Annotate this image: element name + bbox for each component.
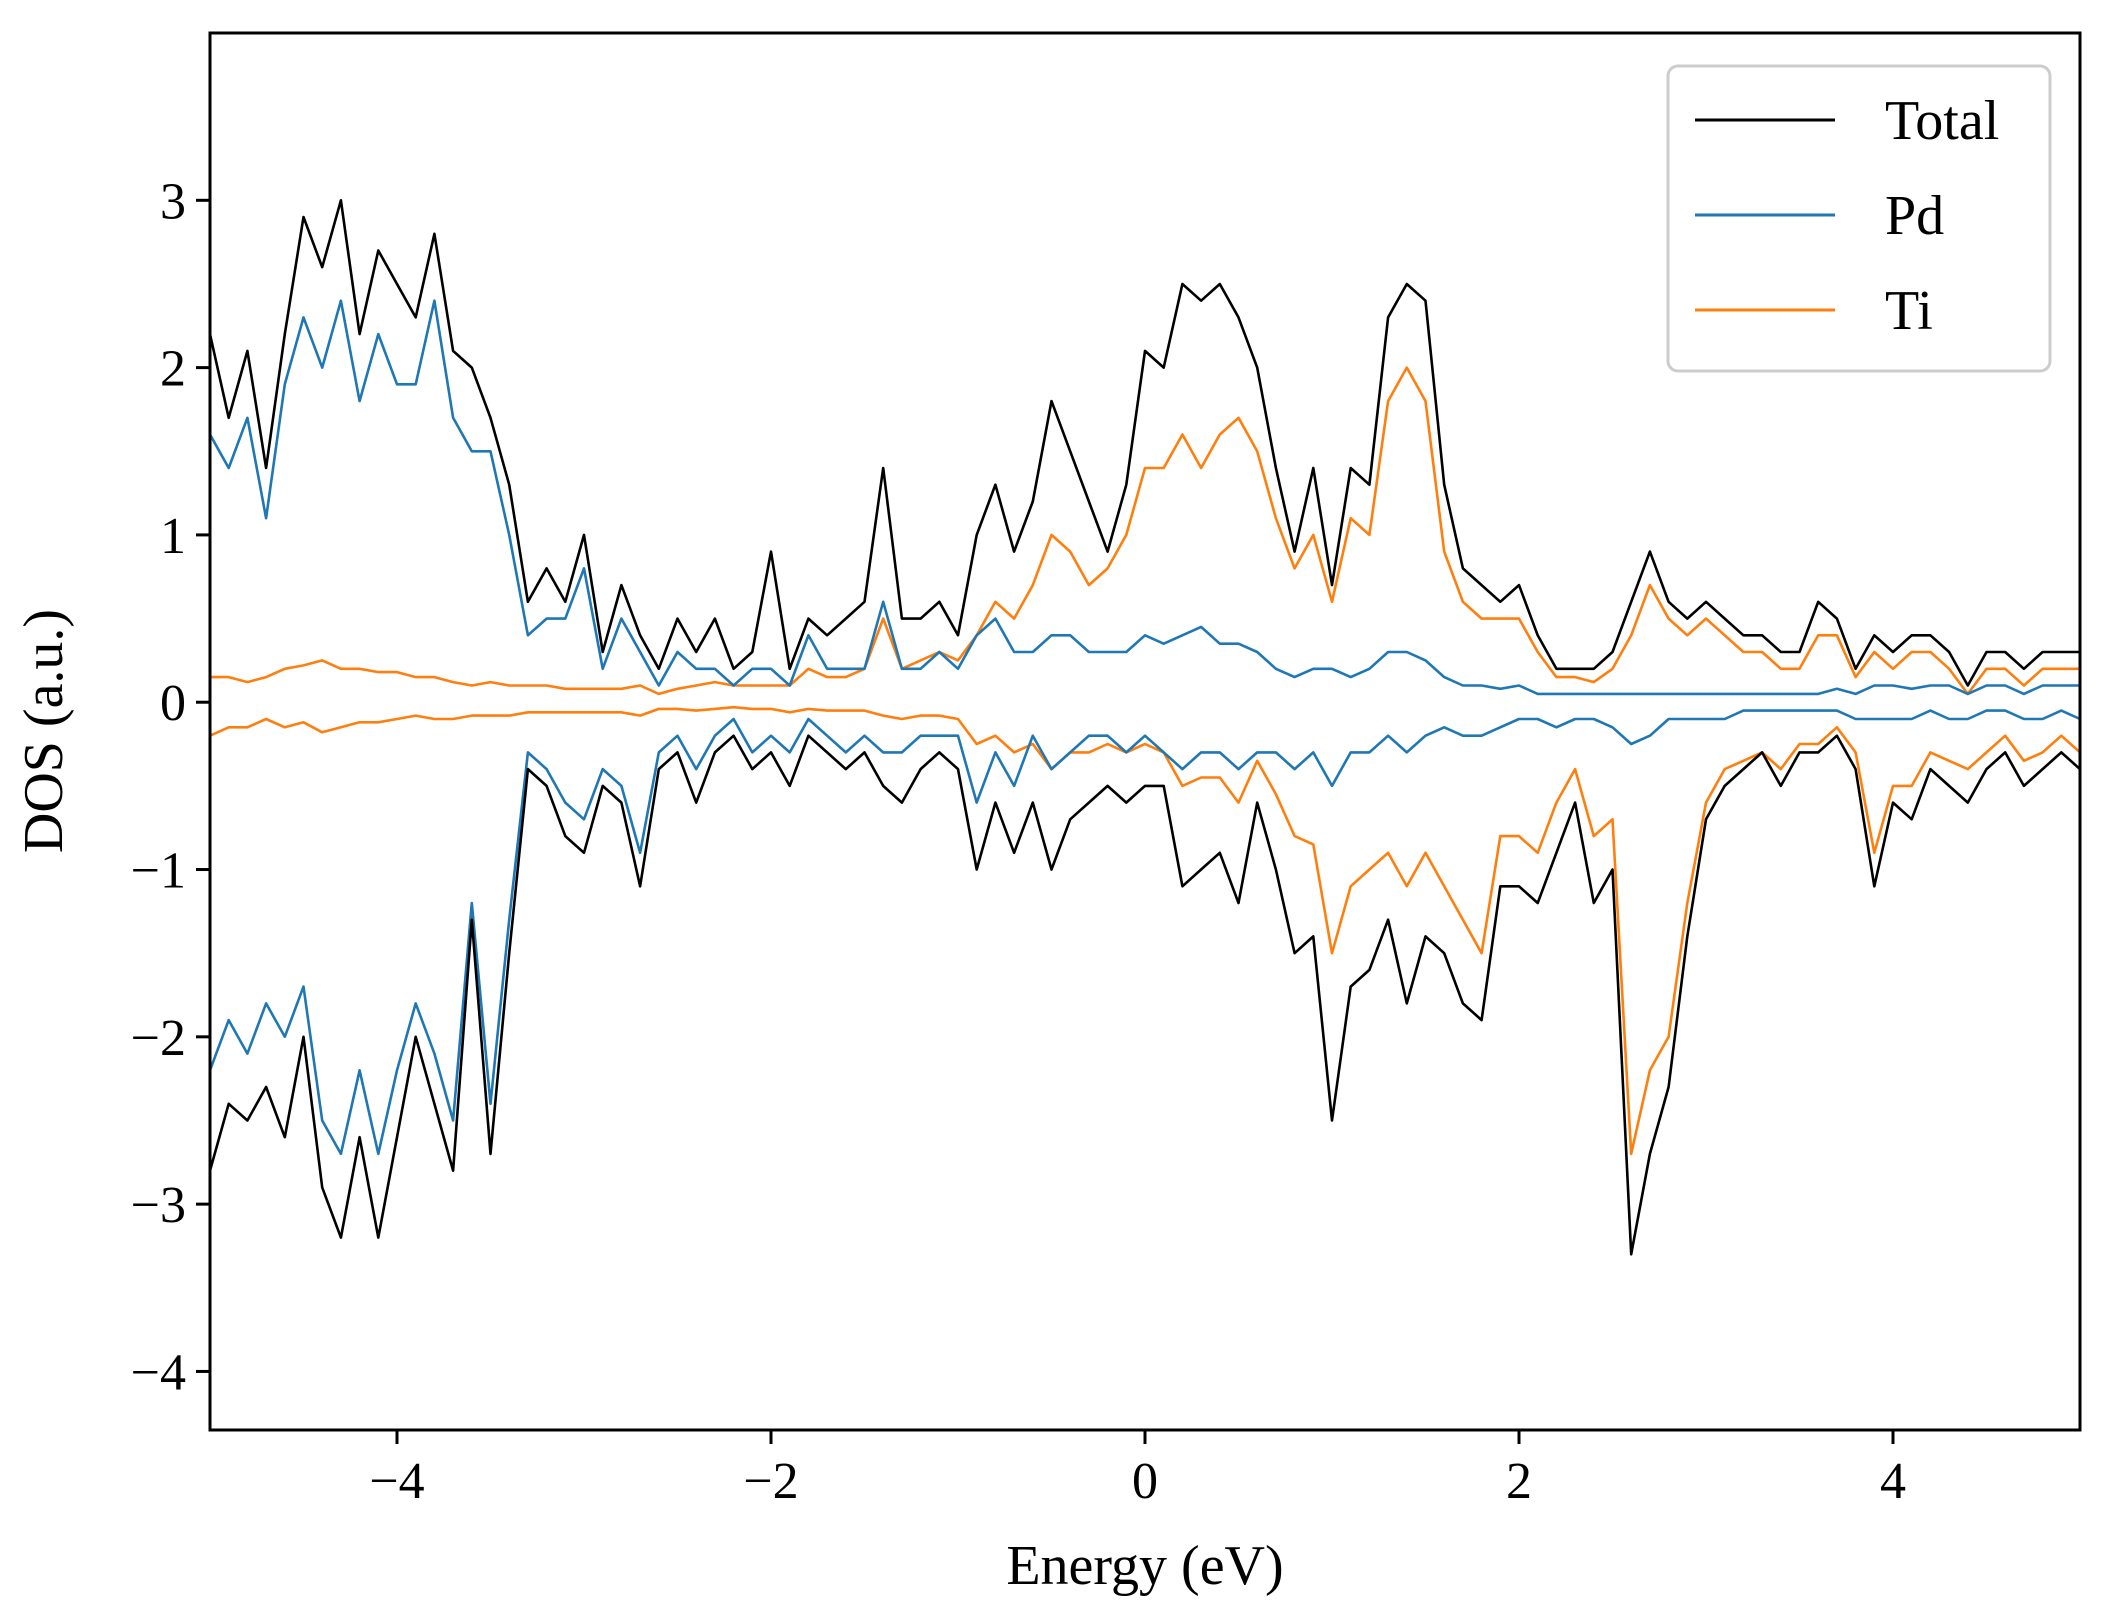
series-line-pd-down	[208, 709, 2081, 1156]
y-tick-label: 2	[160, 341, 186, 398]
series-line-ti-down	[209, 705, 2081, 1156]
y-tick-label: −1	[131, 843, 186, 900]
y-axis-ticks: −4 −3 −2 −1 0 1 2 3	[131, 173, 210, 1401]
y-axis-title: DOS (a.u.)	[13, 609, 75, 853]
series-line-total-down	[208, 734, 2081, 1256]
y-tick-label: 3	[160, 173, 186, 230]
x-tick-label: −4	[369, 1453, 424, 1510]
legend-label-ti: Ti	[1885, 280, 1933, 342]
legend-label-pd: Pd	[1885, 185, 1944, 247]
x-tick-label: 0	[1132, 1453, 1158, 1510]
plot-frame	[208, 31, 2082, 1432]
x-tick-label: −2	[743, 1453, 798, 1510]
x-tick-label: 2	[1506, 1453, 1532, 1510]
y-tick-label: 1	[160, 508, 186, 565]
legend: Total Pd Ti	[1666, 64, 2052, 373]
y-tick-label: −3	[131, 1177, 186, 1234]
y-tick-label: −4	[131, 1344, 186, 1401]
series-line-total-up	[208, 199, 2080, 687]
y-tick-label: 0	[160, 675, 186, 732]
x-axis-title: Energy (eV)	[1006, 1535, 1283, 1597]
series-lines	[208, 199, 2081, 1256]
legend-label-total: Total	[1885, 90, 1999, 152]
series-line-pd-up	[208, 299, 2080, 696]
legend-box	[1666, 64, 2052, 373]
series-line-ti-up	[210, 366, 2080, 696]
x-tick-label: 4	[1880, 1453, 1906, 1510]
x-axis-ticks: −4 −2 0 2 4	[369, 1430, 1906, 1510]
y-tick-label: −2	[131, 1010, 186, 1067]
